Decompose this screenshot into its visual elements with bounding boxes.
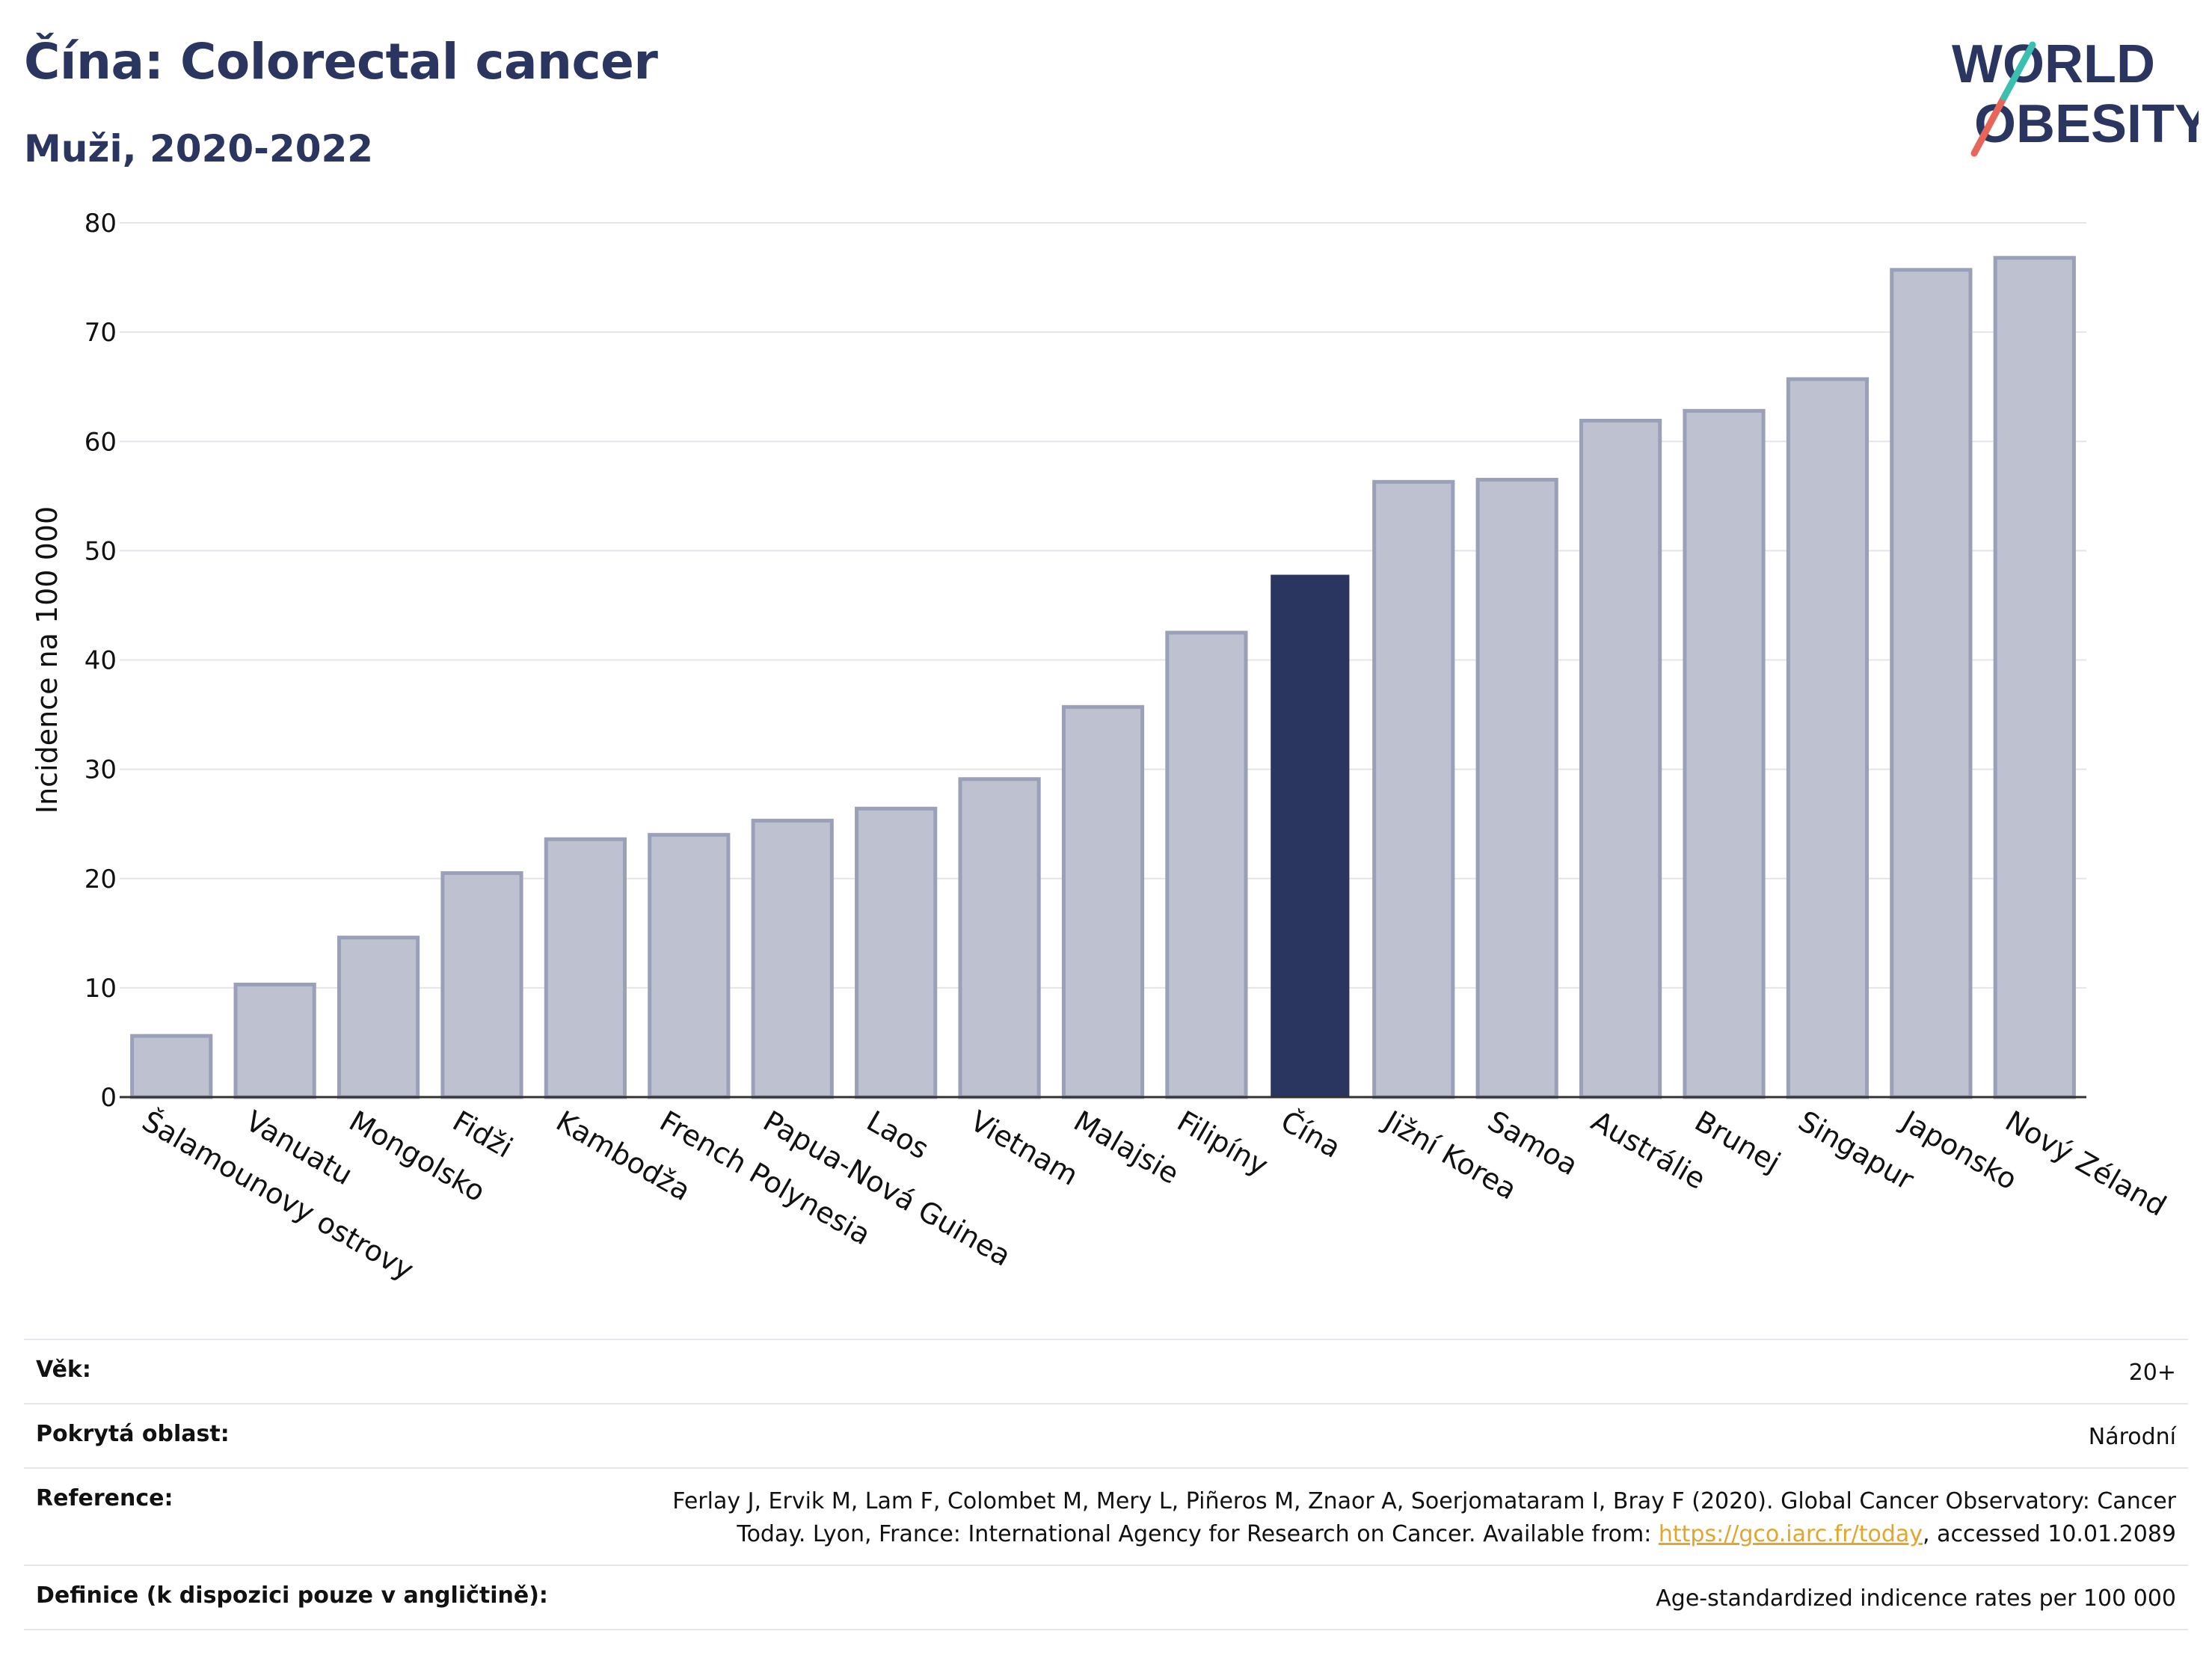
meta-label: Definice (k dispozici pouze v angličtině… bbox=[36, 1582, 548, 1609]
y-tick-label: 10 bbox=[85, 974, 117, 1004]
bar bbox=[1993, 256, 2076, 1099]
x-tick-label: Japonsko bbox=[1895, 1104, 2023, 1197]
logo-line1: WORLD bbox=[1952, 34, 2155, 94]
x-tick-labels: Šalamounovy ostrovyVanuatuMongolskoFidži… bbox=[137, 1104, 2172, 1287]
bar bbox=[958, 777, 1041, 1099]
bar bbox=[233, 982, 316, 1099]
y-tick-labels: 0 10 20 30 40 50 60 70 80 bbox=[85, 209, 117, 1113]
bar bbox=[1890, 268, 1973, 1099]
meta-value: 20+ bbox=[2128, 1360, 2176, 1386]
meta-label: Pokrytá oblast: bbox=[36, 1421, 230, 1447]
meta-value: Národní bbox=[2088, 1424, 2176, 1450]
bars bbox=[130, 256, 2076, 1099]
x-tick-label: Austrálie bbox=[1586, 1105, 1712, 1196]
bar bbox=[1372, 479, 1455, 1099]
bar bbox=[544, 837, 627, 1099]
bar bbox=[130, 1034, 213, 1099]
bar bbox=[1475, 477, 1558, 1099]
x-tick-label: Čína bbox=[1275, 1105, 1346, 1164]
x-tick-label: Nový Zéland bbox=[2000, 1105, 2172, 1223]
x-tick-label: Singapur bbox=[1792, 1105, 1920, 1197]
y-tick-label: 60 bbox=[85, 427, 117, 457]
bar bbox=[1683, 408, 1766, 1099]
x-tick-label: Filipíny bbox=[1172, 1105, 1274, 1182]
y-axis-label: Incidence na 100 000 bbox=[31, 506, 64, 814]
bar bbox=[337, 936, 420, 1099]
reference-line2-pre: Today. Lyon, France: International Agenc… bbox=[737, 1521, 1659, 1547]
meta-label: Věk: bbox=[36, 1357, 91, 1383]
meta-value: Age-standardized indicence rates per 100… bbox=[1656, 1585, 2176, 1612]
reference-line2-post: , accessed 10.01.2089 bbox=[1923, 1521, 2176, 1547]
bar bbox=[1786, 377, 1870, 1099]
y-tick-label: 80 bbox=[85, 209, 117, 239]
y-tick-label: 0 bbox=[100, 1083, 117, 1113]
x-tick-label: Laos bbox=[861, 1105, 935, 1166]
bar bbox=[1579, 418, 1662, 1099]
bar bbox=[648, 832, 731, 1099]
reference-line1: Ferlay J, Ervik M, Lam F, Colombet M, Me… bbox=[672, 1488, 2176, 1514]
chart-subtitle: Muži, 2020-2022 bbox=[24, 127, 374, 171]
bar bbox=[1165, 630, 1248, 1099]
y-tick-label: 20 bbox=[85, 865, 117, 894]
bar bbox=[1061, 704, 1145, 1099]
meta-value-reference: Ferlay J, Ervik M, Lam F, Colombet M, Me… bbox=[672, 1485, 2176, 1551]
bar bbox=[440, 871, 523, 1099]
meta-row-coverage: Pokrytá oblast: Národní bbox=[24, 1403, 2188, 1467]
y-tick-label: 30 bbox=[85, 755, 117, 785]
logo-line2: OBESITY bbox=[1974, 94, 2199, 154]
y-tick-label: 50 bbox=[85, 536, 117, 566]
y-tick-label: 70 bbox=[85, 318, 117, 348]
chart-title: Čína: Colorectal cancer bbox=[24, 33, 658, 90]
metadata-table: Věk: 20+ Pokrytá oblast: Národní Referen… bbox=[24, 1339, 2188, 1630]
meta-row-age: Věk: 20+ bbox=[24, 1339, 2188, 1403]
x-tick-label: Fidži bbox=[447, 1105, 518, 1164]
world-obesity-logo: WORLD OBESITY bbox=[1952, 30, 2211, 157]
bar-chart: 0 10 20 30 40 50 60 70 80 Šalamounovy ostrovyVan… bbox=[31, 209, 2172, 1287]
y-tick-label: 40 bbox=[85, 646, 117, 676]
logo-slash-teal bbox=[2000, 41, 2036, 101]
meta-label: Reference: bbox=[36, 1485, 173, 1511]
bar bbox=[855, 806, 938, 1099]
meta-row-definition: Definice (k dispozici pouze v angličtině… bbox=[24, 1565, 2188, 1630]
meta-row-reference: Reference: Ferlay J, Ervik M, Lam F, Col… bbox=[24, 1467, 2188, 1565]
reference-link[interactable]: https://gco.iarc.fr/today bbox=[1658, 1521, 1923, 1547]
bar bbox=[1271, 574, 1350, 1097]
bar bbox=[751, 818, 834, 1099]
x-tick-label: Vietnam bbox=[965, 1105, 1084, 1192]
logo-slash-red bbox=[1970, 93, 2008, 157]
x-tick-label: Malajsie bbox=[1069, 1105, 1185, 1191]
